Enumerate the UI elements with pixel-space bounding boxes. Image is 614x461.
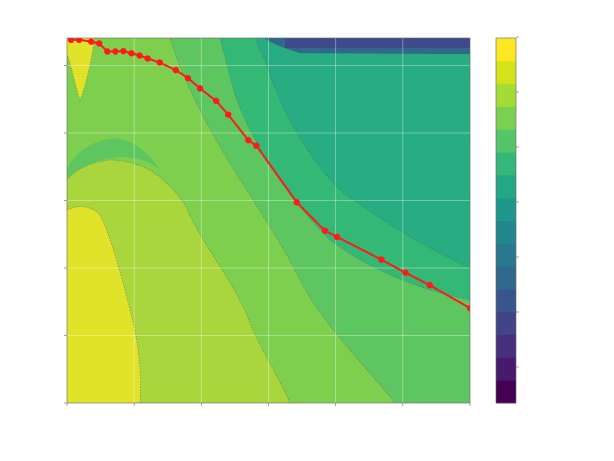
contour-line-3 (169, 38, 396, 403)
series-point (293, 199, 300, 206)
series-point (402, 269, 409, 276)
colorbar-segment (496, 197, 516, 221)
colorbar-segment (496, 380, 516, 404)
series-point (184, 74, 192, 82)
series-point (466, 304, 470, 312)
colorbar-segment (496, 357, 516, 381)
colorbar-segment (496, 106, 516, 130)
contour-line-2 (219, 38, 470, 301)
series-point (225, 111, 232, 118)
series-point (136, 52, 143, 59)
series-point (156, 59, 163, 66)
colorbar-segment (496, 243, 516, 267)
region-top-yellow (67, 38, 95, 100)
series-point (172, 66, 180, 74)
colorbar-segment (496, 60, 516, 85)
series-point (144, 55, 151, 62)
plot-area (67, 38, 470, 403)
series-point (112, 48, 119, 55)
series-point (253, 142, 260, 149)
series-point (87, 38, 95, 45)
colorbar-segment (496, 38, 516, 62)
colorbar-segment (496, 83, 516, 107)
colorbar-segment (496, 334, 516, 358)
colorbar-segment (496, 266, 516, 290)
colorbar-segment (496, 174, 516, 199)
series-line-group (67, 38, 470, 312)
contour-line-1 (254, 38, 470, 269)
series-point (67, 38, 75, 44)
x-axis-ticks (66, 403, 471, 406)
colorbar-segment (496, 129, 516, 153)
series-point (321, 227, 329, 234)
series-point (120, 47, 127, 55)
series-point (333, 233, 341, 241)
series-point (212, 97, 220, 104)
series-point (426, 281, 433, 289)
grid-lines (67, 38, 470, 403)
series-point (196, 85, 204, 92)
colorbar-segment (496, 311, 516, 336)
series-point (96, 40, 103, 47)
colorbar-segment (496, 220, 516, 244)
y-axis-ticks (64, 65, 67, 404)
series-point (104, 48, 111, 55)
contour-line-6 (67, 38, 96, 102)
colorbar-segment (496, 152, 516, 176)
contour-line-4 (67, 159, 291, 403)
colorbar-frame (495, 37, 517, 404)
region-top-dark-band (285, 38, 470, 48)
series-point (378, 256, 385, 263)
series-point (75, 38, 83, 44)
contour-line-7 (264, 38, 470, 55)
colorbar-segment (496, 288, 516, 313)
series-point (245, 137, 252, 144)
region-green-patch (67, 138, 160, 178)
colorbar (496, 38, 516, 404)
series-point (128, 50, 135, 57)
region-yellow (67, 206, 141, 403)
colorbar-ticks (516, 36, 519, 368)
